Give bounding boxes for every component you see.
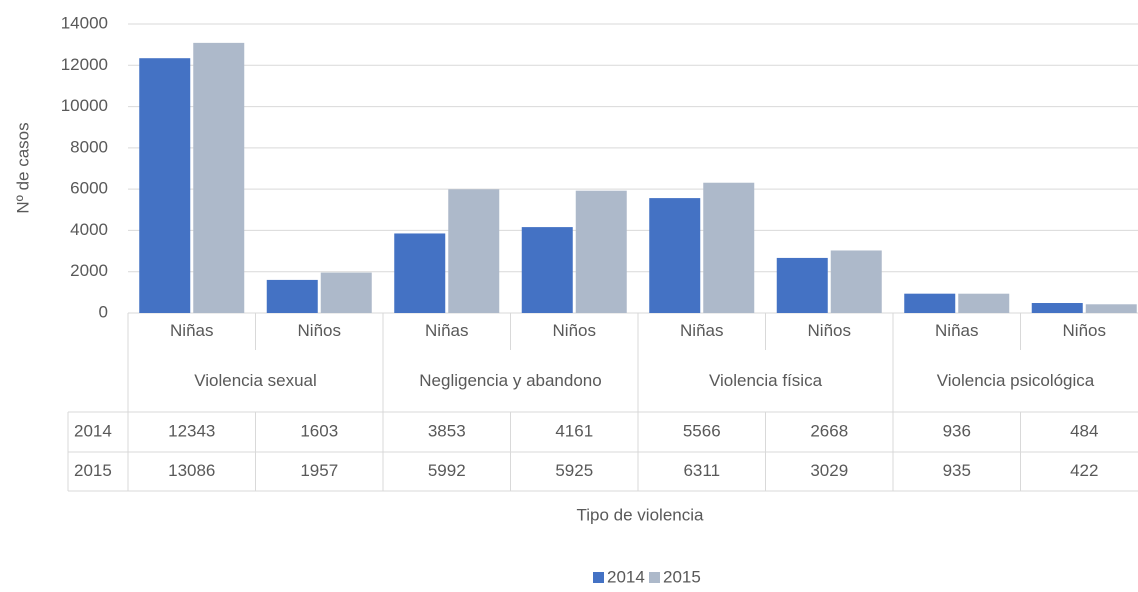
table-value: 5992	[428, 461, 466, 480]
table-value: 4161	[555, 421, 593, 440]
bar	[904, 293, 956, 313]
bar	[575, 190, 627, 313]
bar	[649, 198, 701, 313]
bar	[394, 233, 446, 313]
y-axis-title: Nº de casos	[13, 122, 32, 213]
table-value: 936	[943, 421, 971, 440]
table-value: 13086	[168, 461, 215, 480]
table-value: 6311	[683, 461, 720, 480]
table-value: 935	[943, 461, 971, 480]
legend-swatch	[593, 572, 604, 583]
y-tick-label: 10000	[61, 96, 108, 115]
group-label: Violencia psicológica	[936, 371, 1095, 390]
group-label: Violencia física	[708, 371, 823, 390]
table-value: 484	[1070, 421, 1098, 440]
y-tick-label: 8000	[70, 137, 108, 156]
x-tick-label: Niñas	[680, 321, 723, 340]
bar	[1085, 304, 1137, 313]
x-axis-title: Tipo de violencia	[577, 505, 704, 524]
bar	[320, 272, 372, 313]
group-label: Negligencia y abandono	[419, 371, 602, 390]
y-tick-label: 0	[99, 302, 108, 321]
bar	[703, 182, 755, 313]
y-tick-label: 14000	[61, 13, 108, 32]
table-value: 3029	[810, 461, 848, 480]
bar	[193, 42, 245, 313]
table-value: 5566	[683, 421, 721, 440]
group-label: Violencia sexual	[194, 371, 317, 390]
bar	[139, 58, 191, 313]
bar	[776, 257, 828, 313]
x-tick-label: Niñas	[170, 321, 213, 340]
bar	[1031, 303, 1083, 313]
bar	[448, 189, 500, 313]
y-tick-label: 12000	[61, 55, 108, 74]
table-value: 1957	[300, 461, 338, 480]
table-row-label: 2014	[74, 421, 112, 440]
y-tick-label: 6000	[70, 179, 108, 198]
x-tick-label: Niños	[1063, 321, 1106, 340]
x-tick-label: Niños	[808, 321, 851, 340]
y-tick-label: 2000	[70, 261, 108, 280]
x-tick-label: Niños	[298, 321, 341, 340]
table-value: 5925	[555, 461, 593, 480]
table-value: 3853	[428, 421, 466, 440]
table-value: 1603	[300, 421, 338, 440]
y-tick-label: 4000	[70, 220, 108, 239]
x-tick-label: Niñas	[425, 321, 468, 340]
x-tick-label: Niñas	[935, 321, 978, 340]
legend-swatch	[649, 572, 660, 583]
x-tick-label: Niños	[553, 321, 596, 340]
legend-label: 2014	[607, 567, 645, 586]
table-value: 12343	[168, 421, 215, 440]
table-value: 2668	[810, 421, 848, 440]
table-value: 422	[1070, 461, 1098, 480]
bar	[521, 227, 573, 313]
bar	[830, 250, 882, 313]
legend-label: 2015	[663, 567, 701, 586]
bar	[958, 293, 1010, 313]
table-row-label: 2015	[74, 461, 112, 480]
bar	[266, 279, 318, 313]
